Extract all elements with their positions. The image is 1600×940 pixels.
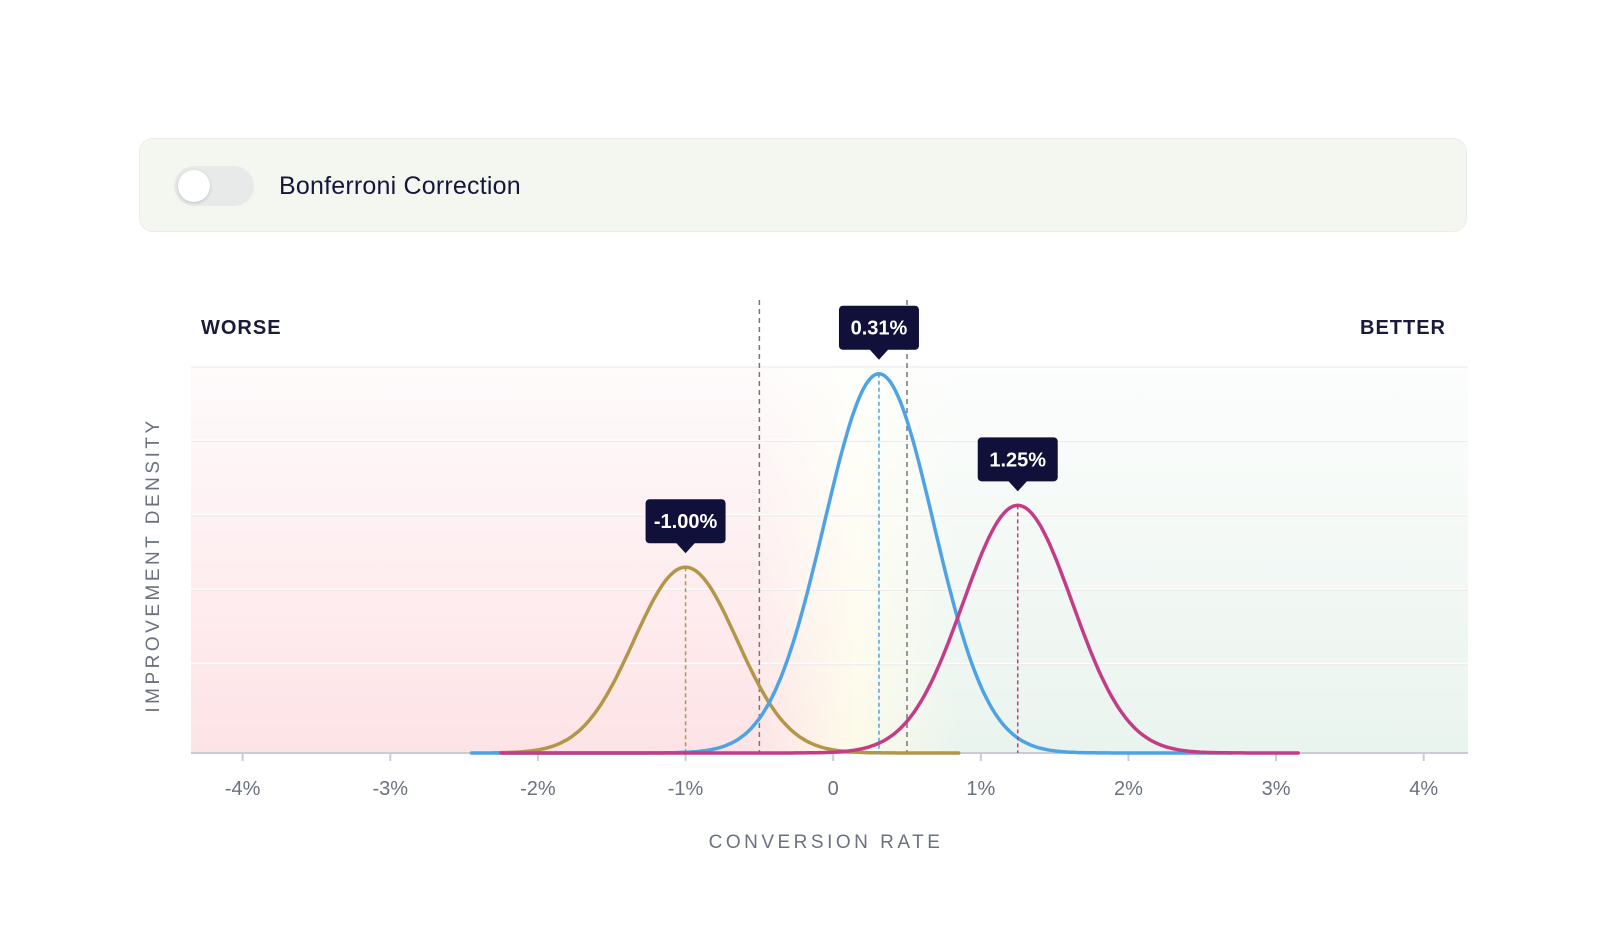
series-curve-2: [499, 503, 1300, 755]
x-tick-label: -3%: [373, 778, 409, 800]
mean-marker-2: 1.25%: [977, 437, 1058, 492]
mean-marker-pointer: [1007, 480, 1028, 492]
x-tick-label: -4%: [225, 778, 261, 800]
settings-panel: Bonferroni Correction: [139, 138, 1467, 232]
mean-marker-label: 1.25%: [989, 449, 1046, 471]
y-axis-title: IMPROVEMENT DENSITY: [143, 417, 164, 712]
worse-label: WORSE: [201, 317, 282, 339]
mean-marker-pointer: [675, 542, 696, 554]
bonferroni-toggle[interactable]: [174, 166, 254, 206]
x-tick-label: 4%: [1409, 778, 1438, 800]
mean-marker-box: [838, 305, 919, 350]
x-tick-label: 0: [828, 778, 839, 800]
mean-marker-1: 0.31%: [838, 305, 919, 360]
mean-marker-pointer: [868, 348, 889, 360]
mean-marker-label: -1.00%: [654, 511, 718, 533]
x-axis-title: CONVERSION RATE: [709, 832, 944, 853]
mean-marker-box: [977, 437, 1058, 482]
x-tick-label: 3%: [1262, 778, 1291, 800]
bonferroni-label: Bonferroni Correction: [279, 172, 521, 200]
x-tick-label: 2%: [1114, 778, 1143, 800]
toggle-knob: [178, 170, 210, 202]
plot-background-fade: [191, 366, 1468, 753]
better-label: BETTER: [1360, 317, 1446, 339]
series-curve-0: [491, 565, 961, 755]
mean-marker-box: [645, 499, 726, 544]
x-tick-label: -2%: [520, 778, 556, 800]
x-tick-label: -1%: [668, 778, 704, 800]
x-tick-label: 1%: [966, 778, 995, 800]
mean-marker-0: -1.00%: [645, 499, 726, 554]
mean-marker-label: 0.31%: [851, 318, 908, 340]
